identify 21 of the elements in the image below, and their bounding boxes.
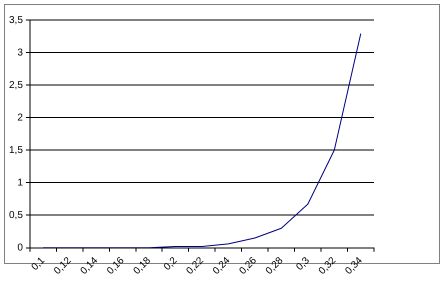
x-tick-label: 0,32 xyxy=(316,254,339,277)
y-tick-label: 3 xyxy=(17,47,24,58)
y-tick-label: 1,5 xyxy=(8,144,24,156)
y-tick-label: 0,5 xyxy=(8,210,24,221)
x-tick-label: 0,34 xyxy=(343,254,366,277)
y-tick-label: 2,5 xyxy=(8,80,24,91)
y-tick-label: 0 xyxy=(17,242,24,254)
x-tick-label: 0,16 xyxy=(105,254,127,277)
x-tick-label: 0,24 xyxy=(210,254,233,277)
x-tick-label: 0,28 xyxy=(264,254,286,277)
y-tick-label: 2 xyxy=(17,112,24,124)
x-tick-label: 0,3 xyxy=(294,254,312,273)
x-tick-label: 0,22 xyxy=(184,254,206,277)
x-tick-label: 0,1 xyxy=(30,254,48,273)
y-tick-label: 1 xyxy=(17,177,24,188)
x-tick-label: 0,26 xyxy=(237,254,260,277)
x-tick-label: 0,18 xyxy=(132,254,154,277)
x-tick-label: 0,14 xyxy=(78,254,100,277)
x-tick-label: 0,12 xyxy=(52,254,74,277)
y-tick-label: 3,5 xyxy=(8,14,24,26)
x-tick-label: 0,2 xyxy=(162,254,180,273)
